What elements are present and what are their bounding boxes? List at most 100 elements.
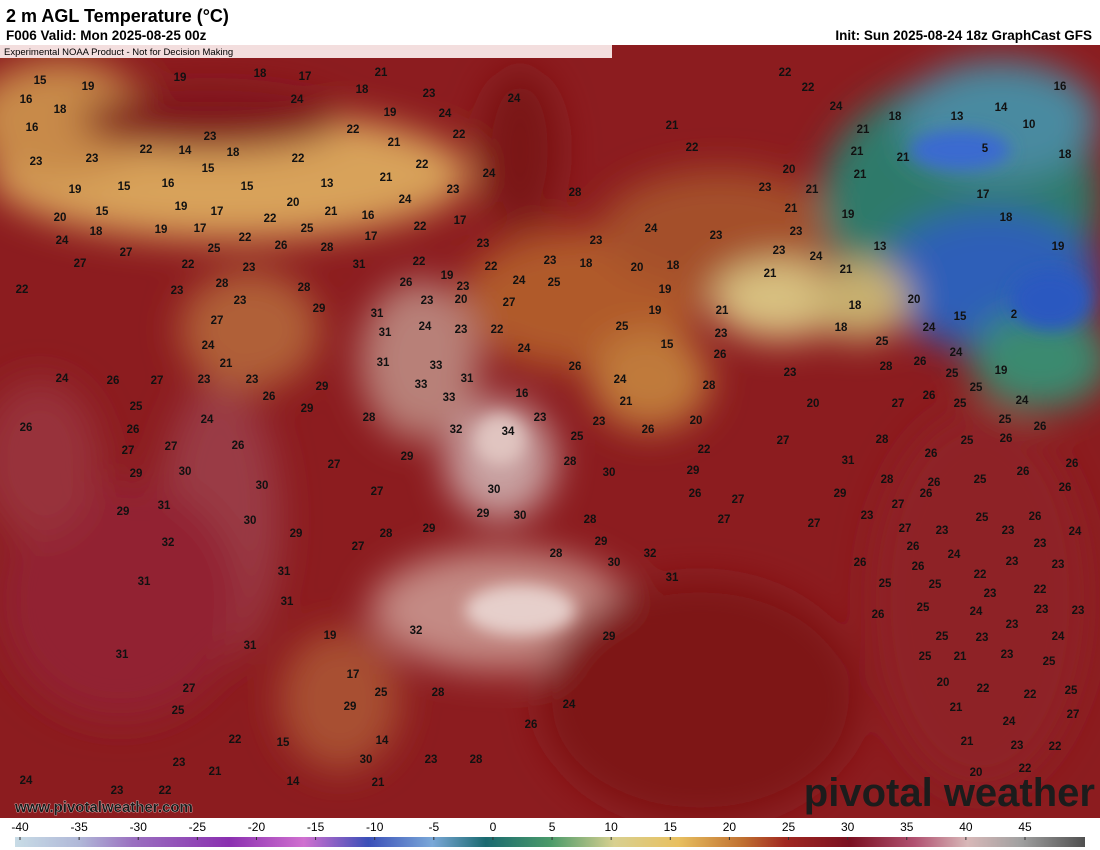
valid-time: F006 Valid: Mon 2025-08-25 00z — [6, 28, 207, 43]
temperature-label: 30 — [608, 557, 621, 569]
temperature-label: 18 — [90, 226, 103, 238]
temperature-label: 32 — [162, 537, 175, 549]
temperature-label: 20 — [807, 398, 820, 410]
temperature-label: 27 — [732, 494, 745, 506]
temperature-label: 2 — [1011, 309, 1017, 321]
temperature-label: 27 — [371, 486, 384, 498]
temperature-label: 17 — [454, 215, 467, 227]
temperature-label: 22 — [453, 129, 466, 141]
temperature-label: 22 — [229, 734, 242, 746]
temperature-label: 24 — [1016, 395, 1029, 407]
temperature-label: 26 — [714, 349, 727, 361]
temperature-label: 29 — [290, 528, 303, 540]
temperature-label: 23 — [477, 238, 490, 250]
temperature-label: 23 — [534, 412, 547, 424]
temperature-label: 26 — [1000, 433, 1013, 445]
temperature-label: 24 — [563, 699, 576, 711]
temperature-label: 31 — [461, 373, 474, 385]
temperature-label: 19 — [155, 224, 168, 236]
temperature-label: 30 — [488, 484, 501, 496]
temperature-label: 26 — [1059, 482, 1072, 494]
colorbar-tick-label: 30 — [841, 820, 855, 834]
temperature-label: 31 — [353, 259, 366, 271]
temperature-label: 27 — [122, 445, 135, 457]
temperature-label: 22 — [1034, 584, 1047, 596]
temperature-label: 31 — [281, 596, 294, 608]
temperature-label: 23 — [243, 262, 256, 274]
temperature-label: 21 — [961, 736, 974, 748]
temperature-label: 21 — [325, 206, 338, 218]
temperature-label: 26 — [1017, 466, 1030, 478]
temperature-label: 19 — [649, 305, 662, 317]
temperature-label: 18 — [54, 104, 67, 116]
temperature-label: 22 — [485, 261, 498, 273]
temperature-label: 29 — [423, 523, 436, 535]
temperature-label: 23 — [590, 235, 603, 247]
temperature-label: 20 — [287, 197, 300, 209]
temperature-label: 20 — [631, 262, 644, 274]
temperature-label: 28 — [321, 242, 334, 254]
temperature-label: 31 — [666, 572, 679, 584]
colorbar-tick-label: 40 — [959, 820, 973, 834]
temperature-label: 28 — [880, 361, 893, 373]
temperature-label: 23 — [86, 153, 99, 165]
temperature-label: 15 — [202, 163, 215, 175]
temperature-label: 24 — [970, 606, 983, 618]
temperature-label: 22 — [974, 569, 987, 581]
temperature-label: 26 — [872, 609, 885, 621]
temperature-label: 17 — [211, 206, 224, 218]
temperature-label: 32 — [410, 625, 423, 637]
temperature-label: 15 — [277, 737, 290, 749]
temperature-label: 18 — [580, 258, 593, 270]
temperature-label: 24 — [614, 374, 627, 386]
disclaimer: Experimental NOAA Product - Not for Deci… — [4, 47, 233, 58]
temperature-label: 23 — [784, 367, 797, 379]
temperature-label: 24 — [513, 275, 526, 287]
temperature-label: 24 — [20, 775, 33, 787]
temperature-label: 30 — [360, 754, 373, 766]
colorbar-tick-label: 45 — [1018, 820, 1032, 834]
temperature-label: 21 — [954, 651, 967, 663]
temperature-label: 22 — [413, 256, 426, 268]
colorbar-tick-label: -40 — [11, 820, 29, 834]
temperature-label: 20 — [54, 212, 67, 224]
temperature-label: 18 — [889, 111, 902, 123]
temperature-label: 29 — [401, 451, 414, 463]
temperature-label: 26 — [907, 541, 920, 553]
temperature-label: 22 — [686, 142, 699, 154]
temperature-label: 29 — [130, 468, 143, 480]
temperature-label: 28 — [380, 528, 393, 540]
website-url: www.pivotalweather.com — [14, 799, 193, 816]
temperature-label: 23 — [1006, 619, 1019, 631]
map-title: 2 m AGL Temperature (°C) — [6, 6, 229, 26]
temperature-label: 23 — [593, 416, 606, 428]
temperature-label: 23 — [1001, 649, 1014, 661]
temperature-label: 24 — [508, 93, 521, 105]
temperature-label: 23 — [30, 156, 43, 168]
colorbar-tick-label: 10 — [604, 820, 618, 834]
temperature-label: 18 — [835, 322, 848, 334]
temperature-label: 28 — [432, 687, 445, 699]
temperature-label: 16 — [26, 122, 39, 134]
temperature-label: 21 — [950, 702, 963, 714]
temperature-label: 16 — [362, 210, 375, 222]
temperature-label: 29 — [687, 465, 700, 477]
temperature-label: 21 — [380, 172, 393, 184]
temperature-label: 10 — [1023, 119, 1036, 131]
temperature-label: 19 — [659, 284, 672, 296]
temperature-label: 14 — [287, 776, 300, 788]
temperature-label: 26 — [912, 561, 925, 573]
temperature-label: 26 — [525, 719, 538, 731]
temperature-label: 29 — [313, 303, 326, 315]
temperature-label: 25 — [954, 398, 967, 410]
temperature-label: 20 — [937, 677, 950, 689]
temperature-label: 31 — [116, 649, 129, 661]
temperature-label: 31 — [377, 357, 390, 369]
temperature-label: 26 — [20, 422, 33, 434]
temperature-label: 23 — [1034, 538, 1047, 550]
temperature-label: 26 — [689, 488, 702, 500]
temperature-label: 15 — [118, 181, 131, 193]
temperature-label: 23 — [457, 281, 470, 293]
temperature-label: 18 — [667, 260, 680, 272]
temperature-label: 13 — [951, 111, 964, 123]
